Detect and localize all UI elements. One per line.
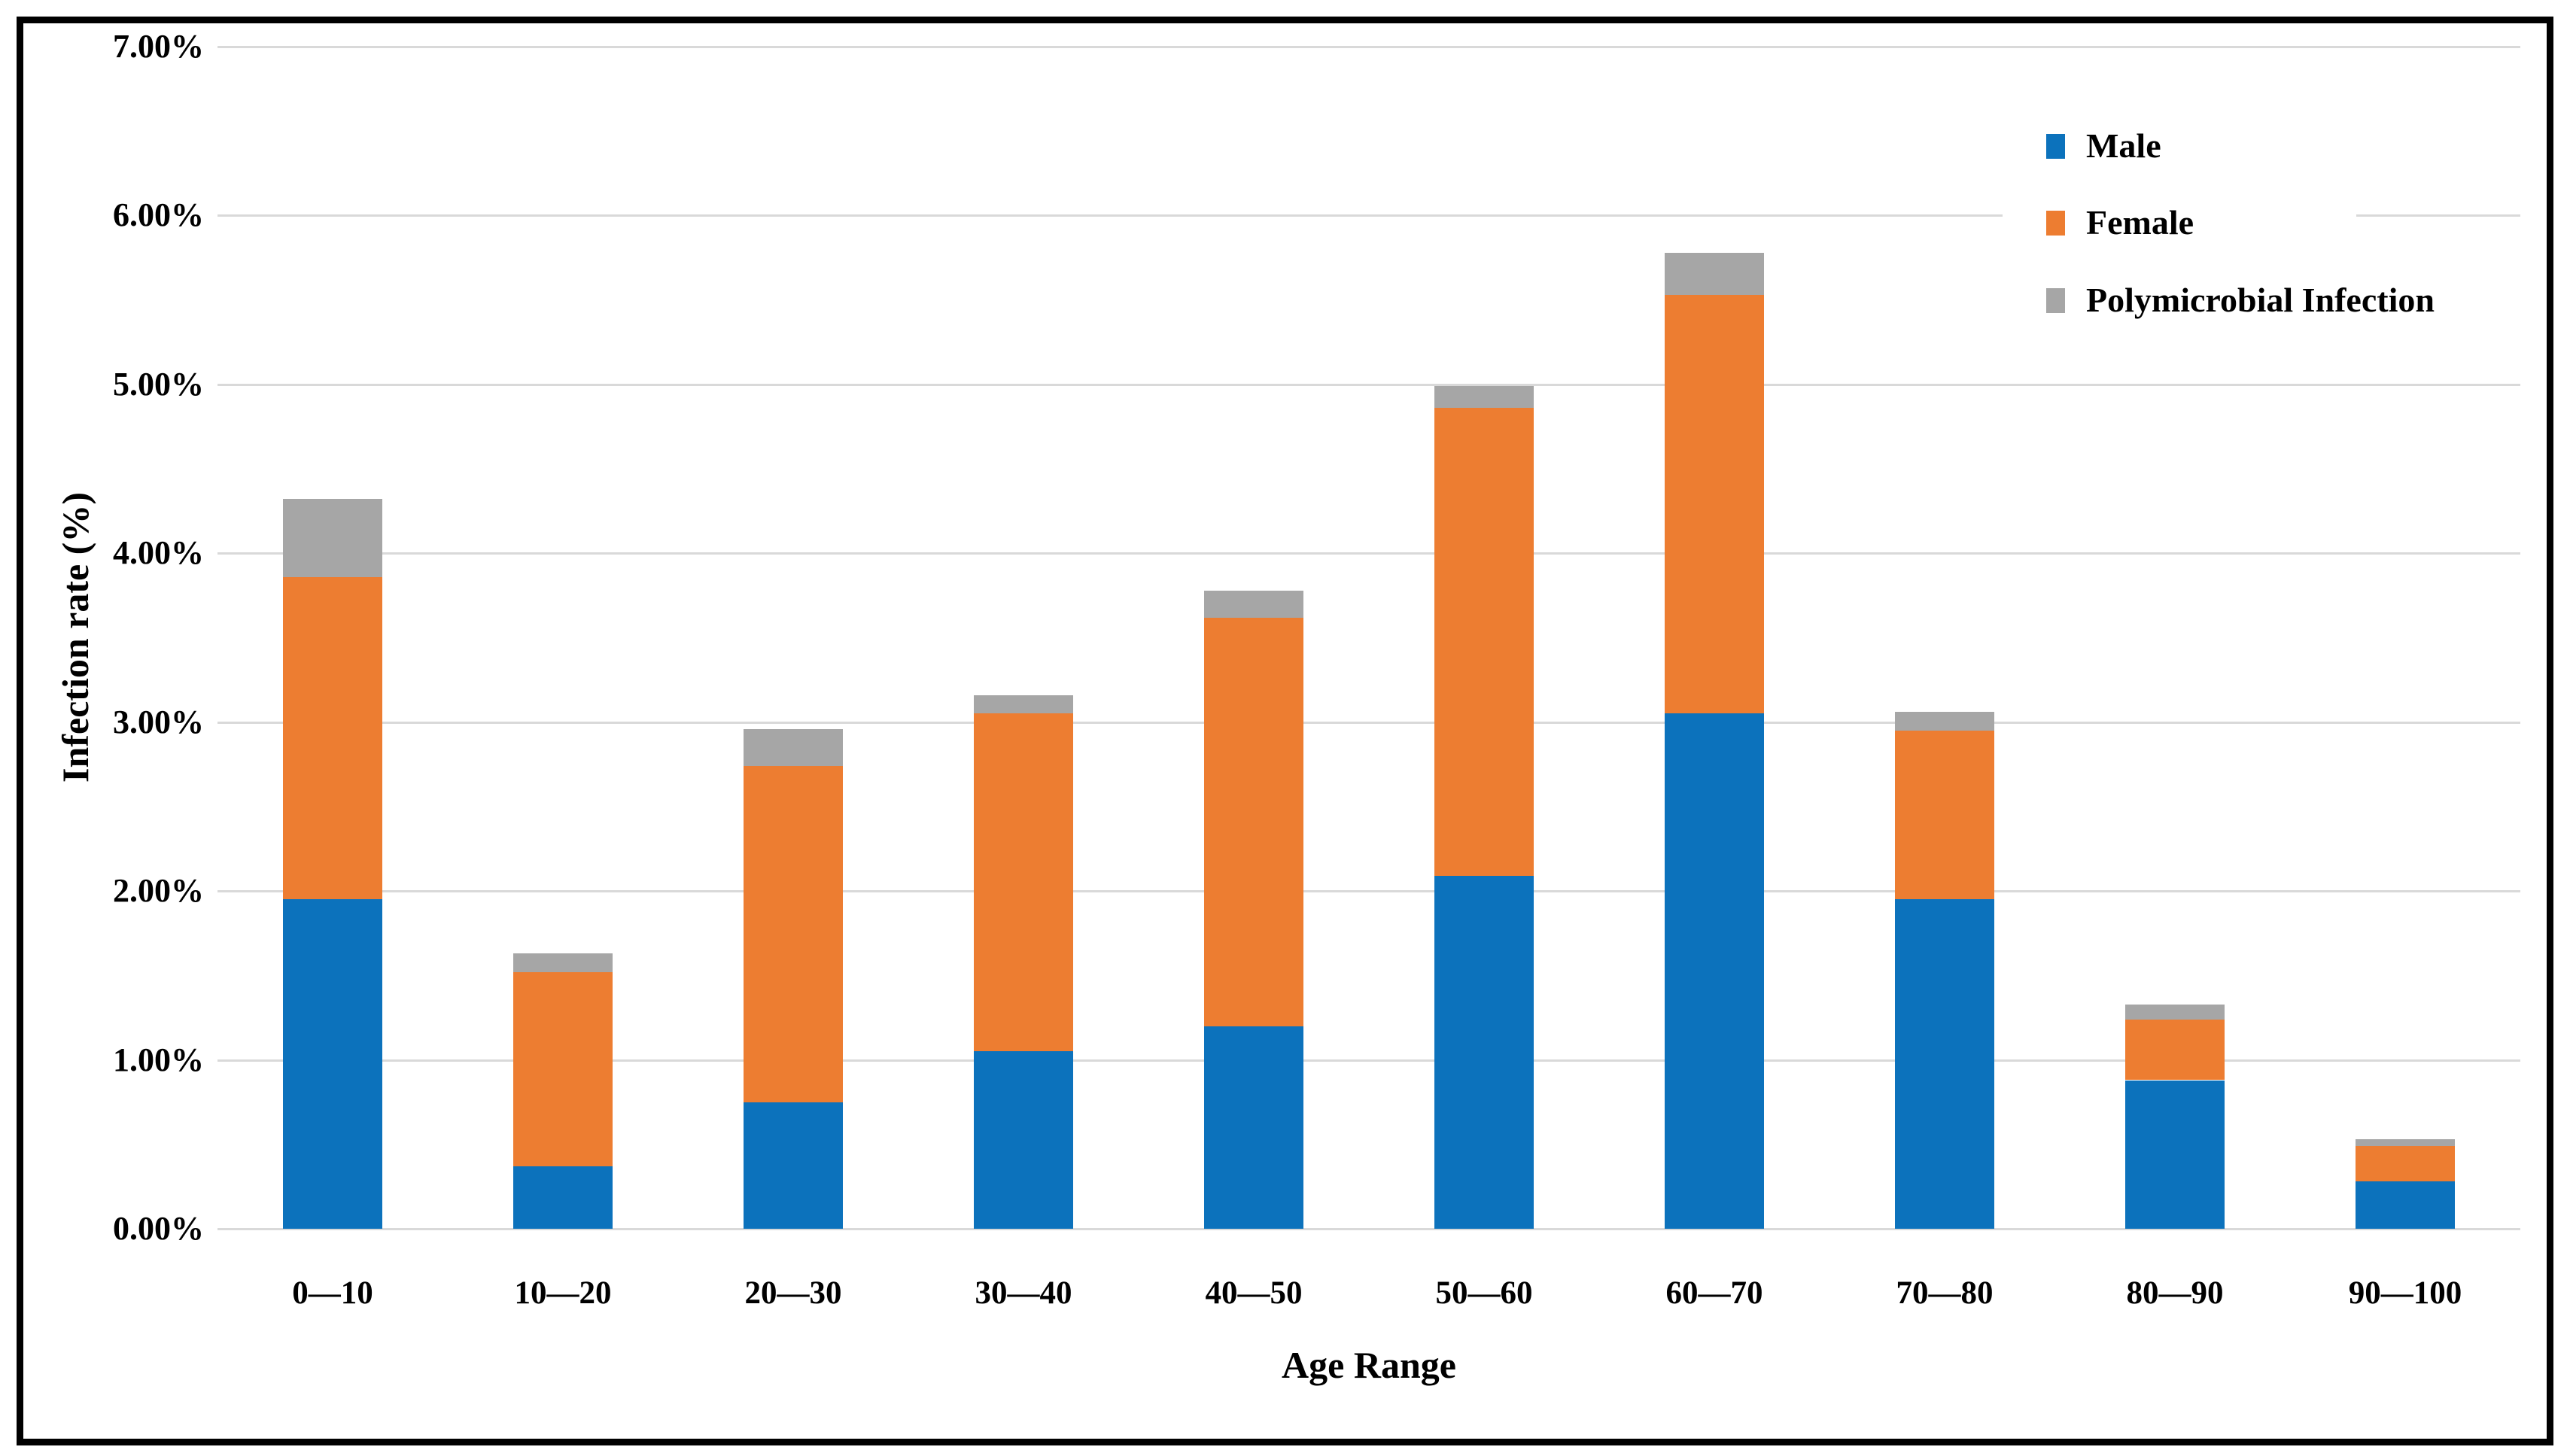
bar-segment-polymicrobial-infection-0-10[interactable] [283,499,382,577]
legend-label-polymicrobial: Polymicrobial Infection [2086,281,2435,319]
bar-segment-female-60-70[interactable] [1665,294,1764,714]
bar-segment-polymicrobial-infection-10-20[interactable] [513,953,613,972]
x-tick-label-50-60: 50—60 [1435,1275,1533,1311]
bar-segment-female-70-80[interactable] [1895,730,1994,900]
bar-segment-polymicrobial-infection-20-30[interactable] [744,728,843,767]
bar-segment-polymicrobial-infection-30-40[interactable] [974,695,1073,714]
x-axis-title: Age Range [1282,1344,1456,1386]
bar-segment-male-40-50[interactable] [1204,1026,1303,1229]
y-tick-label-5pct: 5.00% [113,365,204,403]
y-tick-label-6pct: 6.00% [113,196,204,234]
bar-segment-female-20-30[interactable] [744,766,843,1102]
bar-segment-polymicrobial-infection-60-70[interactable] [1665,252,1764,295]
gridline-1pct [217,1059,2520,1062]
legend-label-female: Female [2086,203,2194,242]
gridline-6pct [217,214,2520,217]
gridline-3pct [217,721,2520,724]
bar-segment-polymicrobial-infection-80-90[interactable] [2125,1004,2225,1020]
bar-segment-female-80-90[interactable] [2125,1019,2225,1081]
x-tick-label-70-80: 70—80 [1896,1275,1994,1311]
x-tick-label-0-10: 0—10 [292,1275,373,1311]
y-tick-label-4pct: 4.00% [113,534,204,572]
x-tick-label-30-40: 30—40 [975,1275,1072,1311]
gridline-2pct [217,890,2520,893]
bar-segment-male-0-10[interactable] [283,899,382,1229]
x-tick-label-90-100: 90—100 [2348,1275,2462,1311]
bar-segment-female-10-20[interactable] [513,971,613,1166]
x-tick-label-40-50: 40—50 [1205,1275,1303,1311]
bar-segment-male-80-90[interactable] [2125,1080,2225,1229]
bar-segment-female-90-100[interactable] [2356,1146,2455,1182]
bar-segment-female-30-40[interactable] [974,713,1073,1052]
bar-segment-male-10-20[interactable] [513,1166,613,1229]
legend-label-male: Male [2086,126,2161,165]
gridline-4pct [217,552,2520,555]
y-tick-label-1pct: 1.00% [113,1041,204,1078]
y-tick-label-7pct: 7.00% [113,27,204,65]
legend: Male Female Polymicrobial Infection [2003,106,2435,354]
bar-segment-male-90-100[interactable] [2356,1181,2455,1229]
bar-segment-polymicrobial-infection-90-100[interactable] [2356,1139,2455,1147]
bar-segment-male-30-40[interactable] [974,1051,1073,1229]
bar-segment-female-0-10[interactable] [283,576,382,900]
gridline-5pct [217,383,2520,386]
y-tick-label-3pct: 3.00% [113,703,204,740]
polymicrobial-legend-swatch-icon [2046,287,2065,313]
y-tick-label-0pct: 0.00% [113,1210,204,1247]
x-tick-label-20-30: 20—30 [744,1275,842,1311]
bar-segment-female-50-60[interactable] [1434,408,1534,876]
bar-segment-male-20-30[interactable] [744,1102,843,1229]
y-axis-title: Infection rate (%) [54,492,96,783]
figure-border: 0.00% 1.00% 2.00% 3.00% 4.00% 5.00% 6.00% 7.00%… [17,17,2553,1445]
female-legend-swatch-icon [2046,210,2065,236]
legend-item-polymicrobial[interactable]: Polymicrobial Infection [2046,281,2435,320]
bar-segment-male-50-60[interactable] [1434,875,1534,1229]
male-legend-swatch-icon [2046,133,2065,159]
y-tick-label-2pct: 2.00% [113,872,204,910]
bar-segment-male-60-70[interactable] [1665,713,1764,1229]
plot-area: 0.00% 1.00% 2.00% 3.00% 4.00% 5.00% 6.00% 7.00%… [23,23,2547,1439]
gridline-0pct [217,1228,2520,1230]
x-tick-label-10-20: 10—20 [514,1275,612,1311]
bar-segment-male-70-80[interactable] [1895,899,1994,1229]
x-tick-label-60-70: 60—70 [1665,1275,1763,1311]
x-tick-label-80-90: 80—90 [2126,1275,2224,1311]
legend-item-female[interactable]: Female [2046,203,2194,242]
bar-segment-female-40-50[interactable] [1204,617,1303,1026]
bar-segment-polymicrobial-infection-70-80[interactable] [1895,712,1994,731]
legend-item-male[interactable]: Male [2046,126,2161,166]
bar-segment-polymicrobial-infection-50-60[interactable] [1434,386,1534,409]
bar-segment-polymicrobial-infection-40-50[interactable] [1204,590,1303,618]
gridline-7pct [217,45,2520,48]
